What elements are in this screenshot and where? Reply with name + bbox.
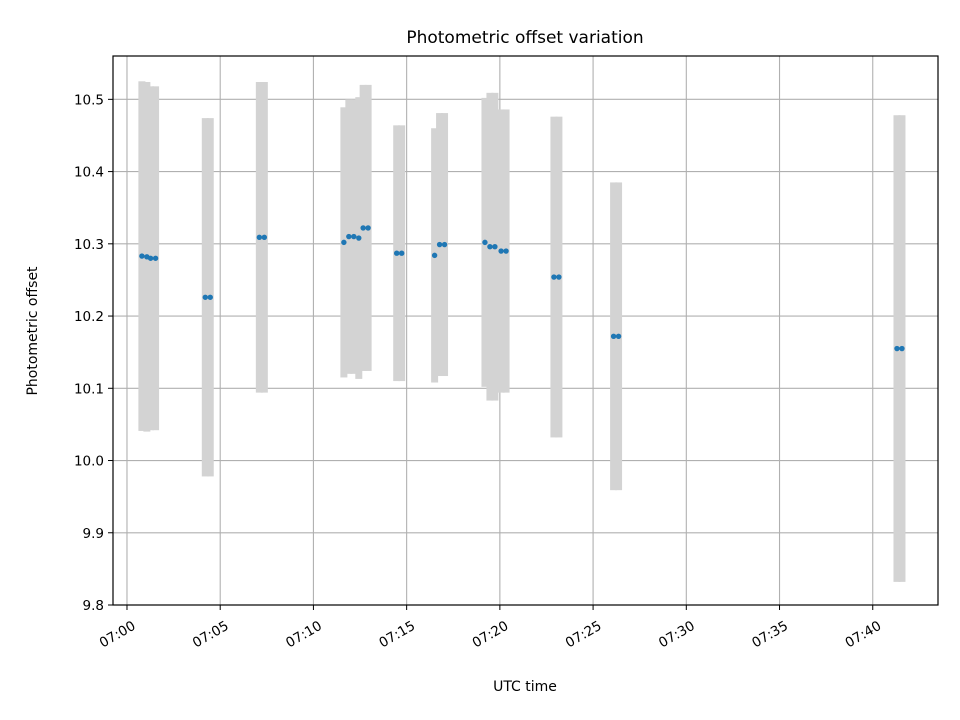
- data-point: [207, 294, 213, 300]
- data-point: [894, 345, 900, 352]
- data-point: [139, 253, 145, 259]
- data-point: [365, 225, 371, 231]
- data-point: [482, 239, 488, 246]
- data-point: [436, 241, 443, 248]
- data-point: [503, 248, 509, 254]
- data-point: [899, 345, 905, 352]
- data-point: [261, 234, 268, 241]
- y-tick-label: 9.9: [83, 526, 104, 542]
- data-point: [152, 255, 159, 261]
- data-point: [492, 244, 498, 250]
- y-tick-label: 10.3: [74, 237, 104, 253]
- data-point: [256, 234, 263, 241]
- y-tick-label: 10.4: [74, 165, 104, 181]
- y-axis-label: Photometric offset: [25, 266, 41, 396]
- plot-frame: [112, 55, 939, 606]
- data-point: [610, 333, 617, 339]
- chart-title: Photometric offset variation: [406, 28, 643, 48]
- data-point: [202, 294, 208, 300]
- data-point: [498, 248, 504, 254]
- x-axis-label: UTC time: [493, 679, 557, 695]
- y-tick-label: 10.5: [74, 92, 104, 108]
- data-point: [398, 250, 405, 256]
- y-tick-label: 10.0: [74, 454, 104, 470]
- y-tick-label: 10.2: [74, 309, 104, 325]
- data-point: [551, 274, 557, 280]
- data-point: [356, 235, 362, 241]
- data-point: [556, 274, 562, 280]
- data-point: [394, 250, 400, 256]
- data-point: [431, 252, 438, 259]
- data-point: [346, 233, 352, 240]
- data-point: [360, 225, 366, 231]
- data-point: [441, 241, 448, 248]
- data-point: [487, 244, 493, 250]
- y-axis-ticks: 9.8 9.9 10.0 10.1 10.2 10.3 10.4 10.5: [74, 92, 113, 614]
- y-tick-label: 10.1: [74, 381, 104, 397]
- data-point: [615, 333, 622, 339]
- data-point: [351, 233, 357, 240]
- data-point: [147, 255, 154, 261]
- data-point: [341, 239, 347, 246]
- y-tick-label: 9.8: [83, 598, 104, 614]
- data-points: [139, 225, 905, 352]
